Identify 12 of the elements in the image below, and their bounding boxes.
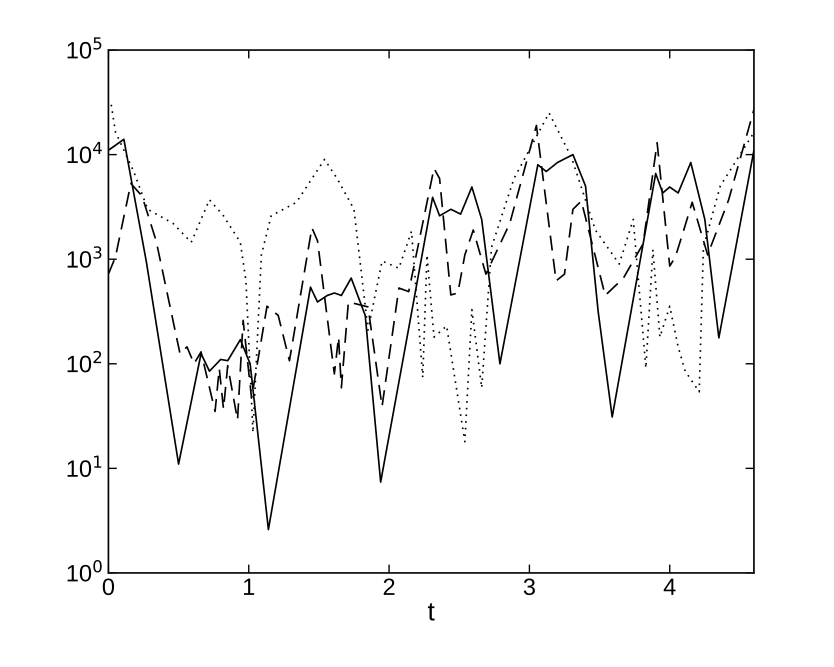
y-tick-label: 10$^{4}$: [68, 142, 102, 164]
y-tick-label: 10$^{1}$: [68, 456, 102, 477]
y-tick-label: 10$^{2}$: [68, 350, 102, 372]
x-tick-label: 2: [384, 578, 394, 595]
y-tick-label: 10$^{0}$: [68, 560, 102, 582]
y-tick-label: 10$^{3}$: [68, 246, 102, 268]
x-axis-title: t: [428, 603, 435, 621]
y-tick-label: 10$^{5}$: [68, 37, 102, 59]
x-tick-label: 1: [244, 578, 254, 595]
x-tick-label: 4: [664, 578, 676, 595]
x-tick-label: 3: [524, 578, 535, 596]
x-tick-label: 0: [102, 578, 114, 596]
